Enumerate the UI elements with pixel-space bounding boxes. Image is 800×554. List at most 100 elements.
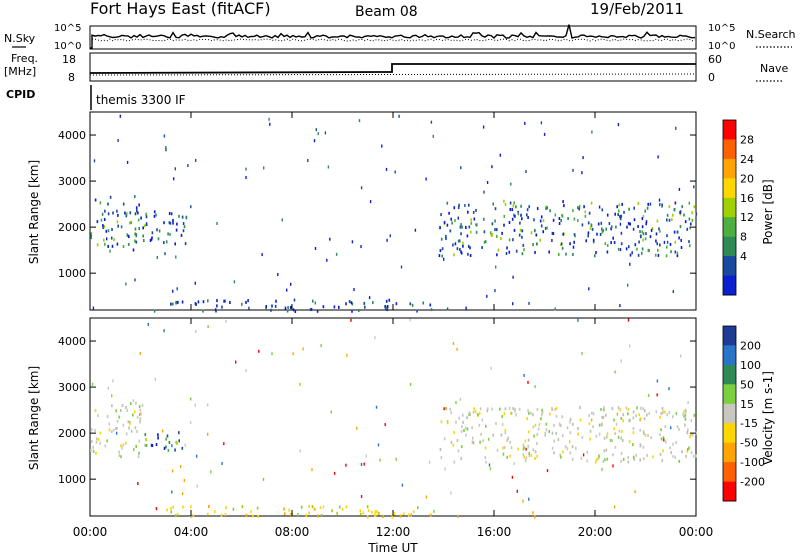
heatmap-cell (376, 510, 378, 514)
heatmap-cell (586, 459, 589, 463)
heatmap-cell (675, 412, 677, 415)
heatmap-cell (359, 509, 362, 513)
heatmap-cell (445, 406, 447, 410)
heatmap-cell (551, 407, 553, 410)
heatmap-cell (579, 406, 581, 409)
y-tick-label: 1000 (58, 267, 86, 280)
heatmap-cell (471, 440, 474, 444)
heatmap-cell (333, 471, 336, 475)
heatmap-cell (388, 298, 391, 302)
heatmap-cell (483, 190, 485, 194)
heatmap-cell (693, 185, 695, 189)
heatmap-cell (462, 413, 464, 417)
heatmap-cell (656, 242, 658, 246)
y-tick-label: 4000 (58, 335, 86, 348)
heatmap-cell (402, 512, 405, 516)
heatmap-cell (543, 132, 546, 136)
heatmap-cell (527, 444, 529, 448)
heatmap-cell (120, 455, 122, 459)
freq-trace (89, 63, 696, 74)
heatmap-cell (619, 222, 622, 226)
heatmap-cell (377, 512, 380, 516)
heatmap-cell (639, 417, 642, 421)
colorbar-swatch (723, 345, 736, 366)
heatmap-cell (628, 207, 630, 211)
heatmap-cell (463, 429, 465, 432)
heatmap-cell (632, 427, 635, 430)
heatmap-cell (107, 386, 109, 390)
heatmap-cell (557, 438, 560, 441)
heatmap-cell (560, 243, 562, 247)
heatmap-cell (629, 262, 631, 266)
heatmap-cell (662, 410, 664, 414)
heatmap-cell (641, 217, 644, 221)
colorbar-tick-label: 50 (740, 378, 754, 391)
heatmap-cell (181, 300, 184, 304)
heatmap-cell (345, 463, 347, 467)
y-tick-label: 2000 (58, 427, 86, 440)
heatmap-cell (534, 423, 537, 427)
heatmap-cell (577, 427, 579, 430)
heatmap-cell (659, 452, 662, 456)
heatmap-cell (322, 505, 325, 509)
heatmap-cell (374, 513, 377, 517)
heatmap-cell (523, 248, 525, 252)
heatmap-cell (536, 207, 539, 211)
heatmap-cell (603, 436, 606, 440)
heatmap-cell (581, 171, 583, 175)
heatmap-cell (210, 470, 212, 474)
heatmap-cell (635, 414, 637, 418)
heatmap-cell (672, 213, 674, 217)
heatmap-cell (601, 467, 603, 471)
heatmap-cell (441, 247, 444, 251)
heatmap-cell (190, 205, 192, 209)
y-tick-label: 4000 (58, 129, 86, 142)
heatmap-cell (106, 415, 109, 418)
heatmap-cell (527, 216, 529, 219)
heatmap-cell (661, 407, 664, 410)
heatmap-cell (107, 212, 110, 216)
heatmap-cell (287, 306, 289, 310)
power-panel-frame (89, 111, 697, 311)
nsearch-trace (91, 38, 696, 42)
nave-tick-bottom: 0 (708, 71, 715, 84)
nsearch-label: N.Search (746, 28, 796, 41)
heatmap-cell (126, 408, 129, 412)
heatmap-cell (133, 410, 136, 414)
heatmap-cell (399, 514, 402, 518)
heatmap-cell (540, 121, 543, 125)
heatmap-cell (256, 506, 259, 510)
heatmap-cell (460, 223, 462, 227)
heatmap-cell (464, 204, 466, 207)
heatmap-cell (679, 225, 682, 229)
heatmap-cell (129, 422, 131, 426)
power-cells (90, 114, 698, 313)
heatmap-cell (468, 413, 470, 416)
heatmap-cell (96, 437, 98, 441)
heatmap-cell (154, 377, 156, 381)
heatmap-cell (224, 299, 226, 303)
heatmap-cell (117, 139, 119, 142)
heatmap-cell (145, 444, 148, 447)
heatmap-cell (502, 422, 504, 426)
heatmap-cell (522, 243, 525, 247)
heatmap-cell (520, 204, 522, 208)
heatmap-cell (620, 459, 622, 463)
heatmap-cell (525, 456, 528, 460)
heatmap-cell (386, 238, 388, 242)
heatmap-cell (606, 435, 608, 439)
heatmap-cell (429, 513, 432, 517)
heatmap-cell (400, 265, 403, 269)
heatmap-cell (416, 309, 418, 313)
heatmap-cell (134, 426, 137, 430)
heatmap-cell (642, 232, 645, 236)
heatmap-cell (94, 198, 97, 202)
heatmap-cell (470, 218, 472, 222)
heatmap-cell (445, 237, 447, 241)
heatmap-cell (508, 406, 511, 410)
heatmap-cell (613, 418, 615, 422)
heatmap-cell (650, 436, 652, 440)
heatmap-cell (452, 342, 455, 345)
heatmap-cell (643, 409, 646, 413)
